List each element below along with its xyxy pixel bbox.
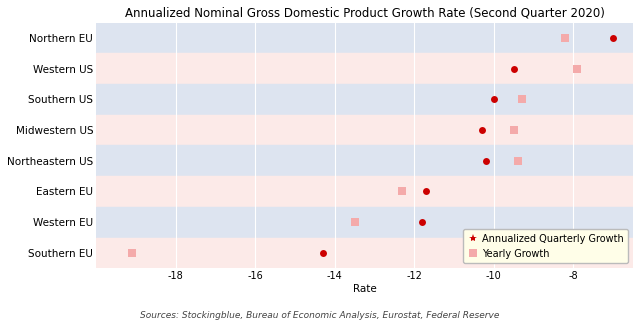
Bar: [96, 145, 633, 176]
X-axis label: Rate: Rate: [353, 284, 376, 294]
Title: Annualized Nominal Gross Domestic Product Growth Rate (Second Quarter 2020): Annualized Nominal Gross Domestic Produc…: [125, 7, 604, 20]
Bar: [96, 176, 633, 207]
Bar: [96, 53, 633, 84]
Bar: [96, 237, 633, 268]
Bar: [96, 22, 633, 53]
Bar: [96, 115, 633, 145]
Bar: [96, 207, 633, 237]
Bar: [96, 84, 633, 115]
Legend: Annualized Quarterly Growth, Yearly Growth: Annualized Quarterly Growth, Yearly Grow…: [463, 229, 628, 263]
Text: Sources: Stockingblue, Bureau of Economic Analysis, Eurostat, Federal Reserve: Sources: Stockingblue, Bureau of Economi…: [140, 311, 500, 320]
